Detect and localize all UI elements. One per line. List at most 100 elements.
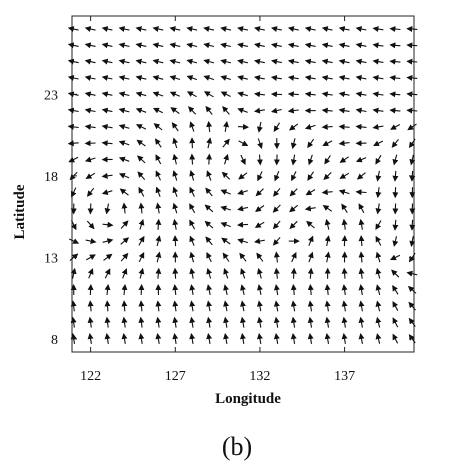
vector-arrow [409, 154, 416, 166]
vector-arrow [358, 284, 365, 296]
vector-arrow [273, 251, 280, 263]
vector-arrow [136, 139, 146, 147]
vector-arrow [220, 189, 231, 195]
vector-arrow [138, 300, 145, 312]
vector-arrow [324, 218, 331, 230]
vector-arrow [306, 220, 315, 229]
vector-arrow [240, 316, 246, 328]
vector-arrow [169, 75, 181, 81]
vector-arrow [321, 189, 333, 196]
vector-arrow [118, 124, 130, 130]
vector-arrow [205, 236, 213, 246]
vector-arrow [254, 42, 265, 49]
vector-arrow [406, 58, 418, 65]
vector-arrow [169, 91, 181, 98]
vector-arrow [406, 107, 418, 114]
vector-arrow [355, 58, 367, 65]
vector-arrow [84, 75, 96, 81]
vector-arrow [102, 238, 114, 245]
vector-arrow [270, 91, 282, 98]
vector-arrow [407, 123, 417, 131]
vector-arrow [223, 121, 230, 132]
vector-arrow [358, 300, 365, 312]
vector-arrow [189, 153, 196, 165]
vector-arrow [290, 267, 297, 279]
vector-arrow [372, 91, 384, 98]
vector-arrow [291, 251, 297, 263]
vector-arrow [172, 235, 179, 247]
vector-arrow [273, 267, 280, 279]
vector-arrow [135, 107, 147, 114]
vector-arrow [304, 205, 316, 212]
vector-arrow [152, 26, 164, 32]
vector-arrow [290, 300, 297, 312]
vector-arrow [257, 267, 263, 279]
vector-arrow [338, 75, 350, 81]
vector-arrow [186, 26, 198, 32]
vector-arrow [152, 75, 164, 81]
vector-arrow [204, 220, 214, 229]
vector-arrow [238, 140, 249, 146]
vector-arrow [392, 284, 399, 295]
vector-arrow [172, 218, 179, 230]
vector-arrow [307, 171, 314, 181]
vector-arrow [304, 42, 316, 49]
vector-arrow [155, 300, 162, 312]
vector-arrow [87, 300, 94, 312]
vector-arrow [274, 170, 280, 182]
vector-arrow [372, 107, 384, 114]
vector-arrow [70, 316, 77, 328]
vector-arrow [67, 58, 79, 65]
vector-arrow [355, 42, 367, 49]
vector-arrow [84, 26, 96, 32]
vector-arrow [101, 140, 113, 147]
vector-arrow [172, 267, 179, 279]
vector-arrow [84, 123, 96, 130]
vector-arrow [373, 140, 384, 146]
vector-arrow [273, 284, 280, 296]
vector-arrow [341, 333, 348, 344]
vector-arrow [256, 154, 263, 166]
vector-arrow [152, 91, 164, 98]
vector-arrow [68, 156, 79, 163]
vector-arrow [104, 333, 111, 344]
y-tick-label: 8 [51, 333, 58, 348]
vector-arrow [341, 300, 348, 312]
vector-arrow [324, 316, 331, 328]
vector-arrow [203, 58, 215, 65]
vector-arrow [392, 236, 399, 247]
vector-arrow [321, 123, 333, 130]
vector-arrow [389, 26, 401, 33]
vector-arrow [254, 107, 265, 114]
vector-arrow [375, 300, 382, 312]
vector-arrow [102, 221, 114, 228]
vector-arrow [222, 106, 230, 115]
vector-arrow [257, 284, 263, 296]
vector-arrow [237, 75, 248, 81]
vector-arrow [103, 253, 113, 261]
vector-arrow [358, 235, 365, 247]
vector-arrow [186, 91, 197, 98]
vector-arrow [238, 172, 248, 180]
vector-arrow [186, 42, 198, 49]
vector-arrow [70, 300, 77, 312]
vector-arrow [135, 26, 147, 32]
vector-arrow [155, 251, 162, 263]
vector-arrow [137, 155, 146, 164]
y-tick-label: 13 [44, 251, 58, 266]
vector-arrow [171, 122, 179, 132]
vector-arrow [272, 220, 281, 230]
vector-arrow [101, 42, 113, 49]
vector-arrow [223, 316, 230, 328]
vector-arrow [206, 120, 213, 132]
vector-arrow [222, 138, 230, 148]
vector-arrow [338, 91, 350, 98]
vector-arrow [118, 42, 130, 49]
vector-arrow [223, 333, 230, 344]
vector-arrow [138, 333, 145, 344]
vector-arrow [392, 317, 399, 328]
vector-arrow [273, 122, 281, 132]
x-axis-title: Longitude [215, 391, 281, 407]
vector-arrow [341, 218, 348, 230]
vector-arrow [86, 187, 95, 197]
